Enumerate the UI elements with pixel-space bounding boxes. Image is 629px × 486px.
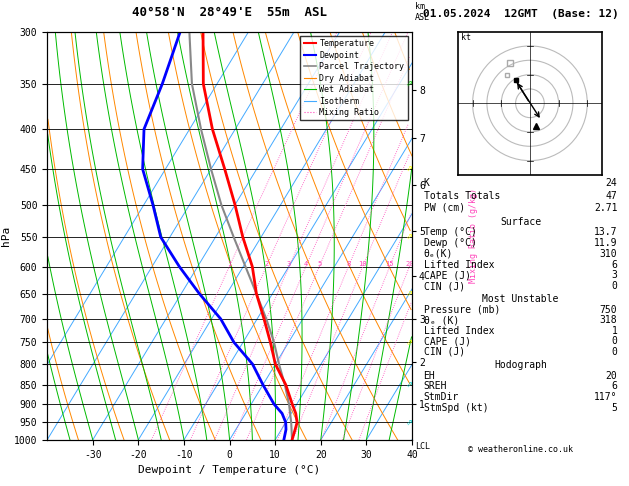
- Text: θₑ(K): θₑ(K): [423, 249, 453, 259]
- X-axis label: Dewpoint / Temperature (°C): Dewpoint / Temperature (°C): [138, 465, 321, 475]
- Text: Most Unstable: Most Unstable: [482, 295, 559, 304]
- Text: 1: 1: [227, 260, 231, 267]
- Text: PW (cm): PW (cm): [423, 203, 465, 213]
- Text: ⇗: ⇗: [405, 232, 412, 242]
- Text: CAPE (J): CAPE (J): [423, 270, 470, 280]
- Text: EH: EH: [423, 371, 435, 381]
- Text: 0: 0: [611, 347, 618, 357]
- Text: 11.9: 11.9: [594, 238, 618, 248]
- Text: Surface: Surface: [500, 217, 541, 226]
- Text: ⇗: ⇗: [405, 337, 412, 347]
- Text: ⇗: ⇗: [405, 164, 412, 174]
- Text: 8: 8: [347, 260, 350, 267]
- Text: ⇗: ⇗: [405, 79, 412, 89]
- Text: 0: 0: [611, 336, 618, 347]
- Text: CIN (J): CIN (J): [423, 347, 465, 357]
- Text: km
ASL: km ASL: [415, 2, 430, 22]
- Text: 318: 318: [600, 315, 618, 325]
- Legend: Temperature, Dewpoint, Parcel Trajectory, Dry Adiabat, Wet Adiabat, Isotherm, Mi: Temperature, Dewpoint, Parcel Trajectory…: [300, 36, 408, 121]
- Text: 750: 750: [600, 305, 618, 315]
- Text: 6: 6: [611, 382, 618, 391]
- Y-axis label: Mixing Ratio (g/kg): Mixing Ratio (g/kg): [469, 188, 478, 283]
- Text: θₑ (K): θₑ (K): [423, 315, 459, 325]
- Text: 20: 20: [405, 260, 414, 267]
- Text: Lifted Index: Lifted Index: [423, 326, 494, 336]
- Text: 0: 0: [611, 281, 618, 291]
- Text: 1: 1: [611, 326, 618, 336]
- Text: ⇗: ⇗: [405, 380, 412, 390]
- Text: K: K: [423, 178, 430, 189]
- Text: 2: 2: [264, 260, 269, 267]
- Text: 24: 24: [606, 178, 618, 189]
- Text: Totals Totals: Totals Totals: [423, 191, 500, 201]
- Text: Temp (°C): Temp (°C): [423, 227, 476, 238]
- Text: 13.7: 13.7: [594, 227, 618, 238]
- Text: 5: 5: [317, 260, 321, 267]
- Text: 4: 4: [304, 260, 308, 267]
- Text: 3: 3: [611, 270, 618, 280]
- Text: SREH: SREH: [423, 382, 447, 391]
- Text: 40°58'N  28°49'E  55m  ASL: 40°58'N 28°49'E 55m ASL: [132, 6, 327, 19]
- Text: 6: 6: [611, 260, 618, 270]
- Text: 15: 15: [386, 260, 394, 267]
- Text: Pressure (mb): Pressure (mb): [423, 305, 500, 315]
- Text: 01.05.2024  12GMT  (Base: 12): 01.05.2024 12GMT (Base: 12): [423, 9, 618, 19]
- Text: 310: 310: [600, 249, 618, 259]
- Text: LCL: LCL: [415, 442, 430, 451]
- Text: ⇗: ⇗: [405, 417, 412, 428]
- Text: 3: 3: [287, 260, 291, 267]
- Text: StmSpd (kt): StmSpd (kt): [423, 403, 488, 413]
- Text: © weatheronline.co.uk: © weatheronline.co.uk: [468, 445, 573, 454]
- Y-axis label: hPa: hPa: [1, 226, 11, 246]
- Text: 20: 20: [606, 371, 618, 381]
- Text: kt: kt: [461, 33, 471, 42]
- Text: CIN (J): CIN (J): [423, 281, 465, 291]
- Text: 10: 10: [359, 260, 367, 267]
- Text: Lifted Index: Lifted Index: [423, 260, 494, 270]
- Text: 117°: 117°: [594, 392, 618, 402]
- Text: StmDir: StmDir: [423, 392, 459, 402]
- Text: Hodograph: Hodograph: [494, 360, 547, 370]
- Text: 5: 5: [611, 403, 618, 413]
- Text: ⇗: ⇗: [405, 289, 412, 299]
- Text: 47: 47: [606, 191, 618, 201]
- Text: Dewp (°C): Dewp (°C): [423, 238, 476, 248]
- Text: 2.71: 2.71: [594, 203, 618, 213]
- Text: CAPE (J): CAPE (J): [423, 336, 470, 347]
